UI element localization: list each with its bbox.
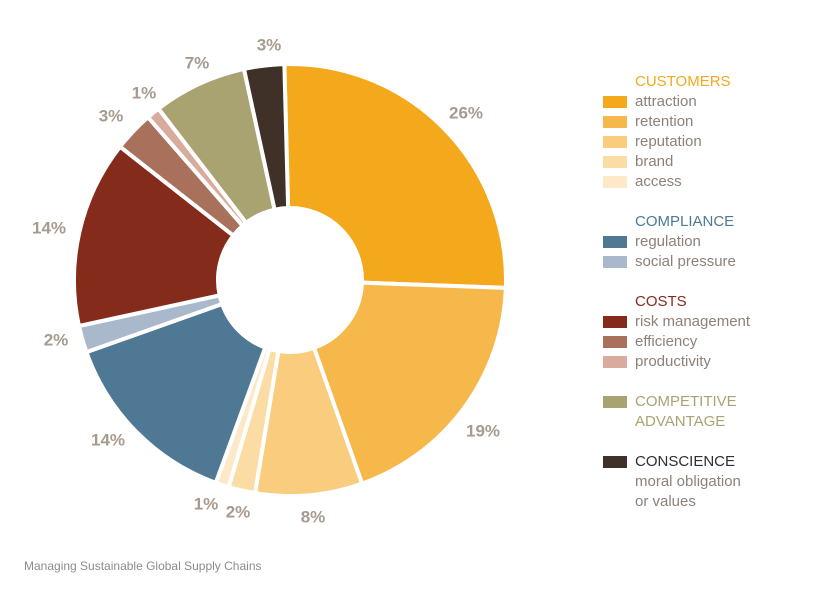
data-label-attraction: 26% bbox=[449, 103, 483, 122]
data-label-brand: 2% bbox=[226, 502, 251, 521]
pie-slice-regulation bbox=[84, 302, 268, 485]
data-label-regulation: 14% bbox=[91, 430, 125, 449]
legend-item-efficiency: efficiency bbox=[603, 332, 808, 352]
legend: CUSTOMERS attraction retention reputatio… bbox=[603, 72, 808, 532]
legend-swatch bbox=[603, 116, 627, 128]
data-label-competitive-advantage: 7% bbox=[185, 53, 210, 72]
legend-item-reputation: reputation bbox=[603, 132, 808, 152]
legend-label: productivity bbox=[635, 353, 711, 370]
legend-swatch bbox=[603, 156, 627, 168]
data-label-social-pressure: 2% bbox=[44, 330, 69, 349]
data-label-reputation: 8% bbox=[301, 507, 326, 526]
legend-item-attraction: attraction bbox=[603, 92, 808, 112]
legend-label: retention bbox=[635, 113, 694, 130]
data-label-retention: 19% bbox=[466, 421, 500, 440]
legend-label: CONSCIENCE bbox=[635, 453, 736, 470]
legend-swatch bbox=[603, 396, 627, 408]
legend-group-customers: CUSTOMERS attraction retention reputatio… bbox=[603, 72, 808, 192]
legend-swatch bbox=[603, 236, 627, 248]
legend-item-access: access bbox=[603, 172, 808, 192]
legend-label: moral obligation or values bbox=[635, 473, 741, 510]
legend-item-brand: brand bbox=[603, 152, 808, 172]
data-label-conscience: 3% bbox=[257, 35, 282, 54]
legend-item-conscience: CONSCIENCE bbox=[603, 452, 808, 472]
legend-label: social pressure bbox=[635, 253, 736, 270]
legend-item-risk-management: risk management bbox=[603, 312, 808, 332]
legend-swatch bbox=[603, 176, 627, 188]
legend-label: attraction bbox=[635, 93, 697, 110]
legend-label: COMPETITIVE ADVANTAGE bbox=[635, 393, 737, 430]
pie-slice-conscience bbox=[241, 62, 291, 212]
legend-swatch bbox=[603, 256, 627, 268]
data-label-access: 1% bbox=[194, 494, 219, 513]
data-label-productivity: 1% bbox=[132, 83, 157, 102]
legend-item-regulation: regulation bbox=[603, 232, 808, 252]
legend-title-customers: CUSTOMERS bbox=[635, 73, 731, 90]
legend-item-social-pressure: social pressure bbox=[603, 252, 808, 272]
source-caption: Managing Sustainable Global Supply Chain… bbox=[24, 559, 262, 573]
legend-title-costs: COSTS bbox=[635, 293, 687, 310]
legend-group-costs: COSTS risk management efficiency product… bbox=[603, 292, 808, 372]
legend-swatch bbox=[603, 456, 627, 468]
legend-item-productivity: productivity bbox=[603, 352, 808, 372]
legend-label: access bbox=[635, 173, 682, 190]
legend-group-conscience: CONSCIENCE moral obligation or values bbox=[603, 452, 808, 512]
legend-group-compliance: COMPLIANCE regulation social pressure bbox=[603, 212, 808, 272]
legend-label: risk management bbox=[635, 313, 751, 330]
legend-swatch bbox=[603, 96, 627, 108]
legend-label: efficiency bbox=[635, 333, 698, 350]
legend-swatch bbox=[603, 316, 627, 328]
legend-swatch bbox=[603, 356, 627, 368]
legend-swatch bbox=[603, 136, 627, 148]
legend-item-competitive-advantage: COMPETITIVE ADVANTAGE bbox=[603, 392, 808, 432]
data-label-efficiency: 3% bbox=[99, 106, 124, 125]
legend-item-retention: retention bbox=[603, 112, 808, 132]
legend-title-compliance: COMPLIANCE bbox=[635, 213, 735, 230]
legend-item-conscience-sub: moral obligation or values bbox=[603, 472, 808, 512]
legend-label: brand bbox=[635, 153, 674, 170]
data-label-risk-management: 14% bbox=[32, 218, 66, 237]
legend-swatch bbox=[603, 336, 627, 348]
legend-label: reputation bbox=[635, 133, 702, 150]
legend-label: regulation bbox=[635, 233, 701, 250]
pie-slice-attraction bbox=[282, 62, 508, 290]
pie-slice-risk-management bbox=[72, 144, 236, 329]
legend-group-competitive: COMPETITIVE ADVANTAGE bbox=[603, 392, 808, 432]
pie-slice-retention bbox=[312, 280, 508, 486]
